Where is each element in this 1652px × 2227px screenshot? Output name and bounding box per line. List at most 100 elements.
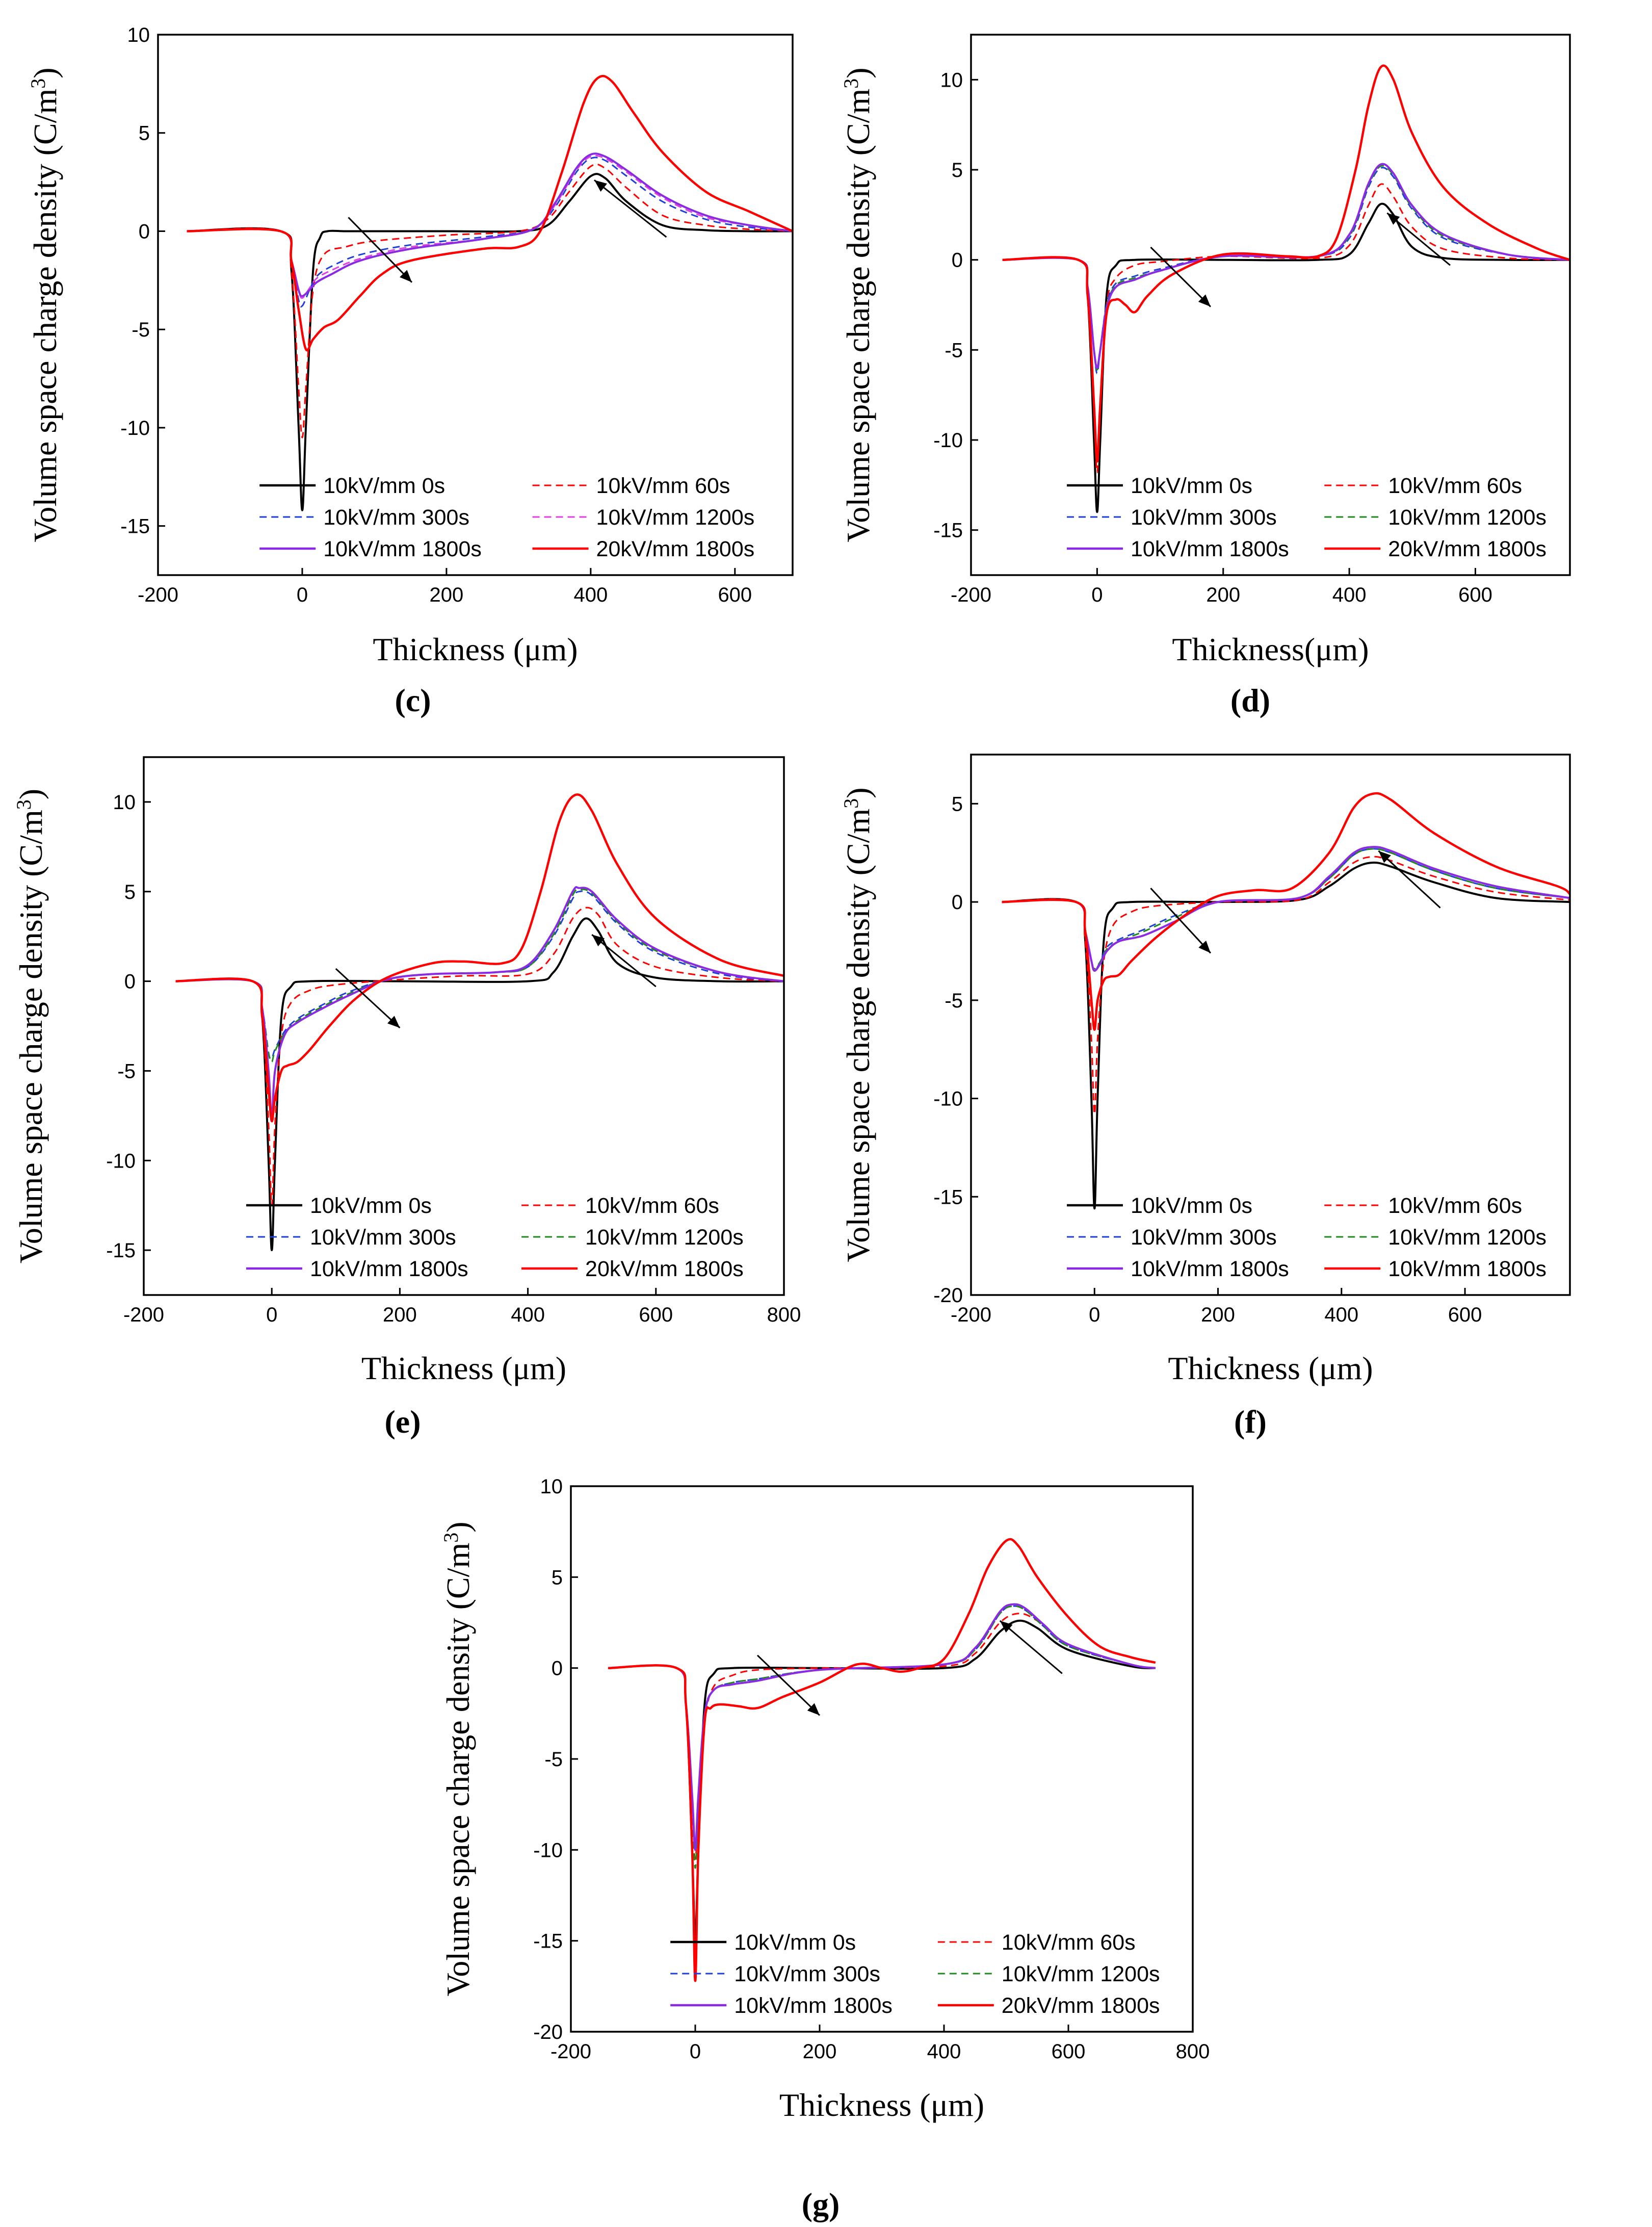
- series-group: [187, 74, 793, 511]
- series-line-5: [1002, 64, 1570, 463]
- series-group: [175, 793, 784, 1252]
- series-line-4: [175, 886, 784, 1121]
- x-tick-label: 200: [1206, 584, 1240, 606]
- legend-label: 10kV/mm 60s: [1388, 1194, 1522, 1218]
- series-line-4: [1002, 163, 1570, 369]
- y-tick-label: -20: [533, 2021, 563, 2043]
- trend-arrow-right: [594, 179, 667, 238]
- series-line-5: [1002, 792, 1570, 1031]
- y-tick-label: 0: [139, 220, 150, 243]
- y-tick-label: 5: [552, 1566, 563, 1589]
- y-tick-label: -20: [933, 1284, 963, 1307]
- series-line-2: [187, 157, 793, 308]
- x-tick-label: 600: [1052, 2040, 1086, 2063]
- series-line-0: [1002, 861, 1570, 1210]
- series-line-4: [187, 152, 793, 297]
- series-line-1: [187, 163, 793, 438]
- x-tick-label: 800: [1176, 2040, 1210, 2063]
- chart-panel-3: -200 0 200 400 600 -20 -15 -10 -5 0 5 Thickness (μm…: [840, 754, 1571, 1440]
- legend-label: 10kV/mm 1800s: [323, 537, 482, 561]
- x-tick-label: -200: [951, 584, 991, 606]
- y-tick-label: -5: [945, 990, 963, 1012]
- x-tick-label: 0: [1089, 1304, 1100, 1326]
- legend-label: 20kV/mm 1800s: [1388, 537, 1546, 561]
- x-tick-label: 0: [1091, 584, 1103, 606]
- x-tick-label: 600: [718, 584, 752, 606]
- series-group: [1002, 64, 1570, 513]
- series-group: [1002, 792, 1570, 1210]
- panel-label: (c): [395, 682, 431, 718]
- series-line-4: [608, 1603, 1156, 1851]
- y-tick-label: -10: [120, 417, 150, 439]
- legend-label: 10kV/mm 300s: [323, 505, 469, 530]
- x-tick-label: 0: [297, 584, 308, 606]
- legend-label: 20kV/mm 1800s: [585, 1257, 744, 1281]
- panel-label: (e): [384, 1404, 421, 1440]
- legend-label: 10kV/mm 0s: [1131, 474, 1252, 498]
- y-axis-title: Volume space charge density (C/m3): [840, 787, 876, 1262]
- series-line-1: [1002, 183, 1570, 474]
- x-tick-label: 400: [1332, 584, 1367, 606]
- y-tick-label: 5: [952, 793, 963, 815]
- y-axis-title: Volume space charge density (C/m3): [840, 67, 876, 542]
- y-tick-label: -10: [533, 1839, 563, 1861]
- legend-label: 10kV/mm 1200s: [1388, 1225, 1546, 1250]
- x-tick-label: 200: [1201, 1304, 1235, 1326]
- legend-label: 10kV/mm 60s: [585, 1194, 719, 1218]
- legend-label: 10kV/mm 1200s: [585, 1225, 744, 1250]
- series-line-4: [1002, 846, 1570, 972]
- trend-arrow-left-head: [807, 1703, 820, 1716]
- y-tick-label: 5: [139, 122, 150, 145]
- y-tick-label: -5: [132, 319, 150, 341]
- x-axis-title: Thickness (μm): [1168, 1350, 1373, 1386]
- trend-arrow-left: [756, 1654, 821, 1716]
- x-tick-label: -200: [550, 2040, 591, 2063]
- plot-frame: [157, 34, 794, 576]
- y-axis-title: Volume space charge density (C/m3): [439, 1521, 476, 1996]
- y-tick-label: 10: [540, 1475, 563, 1498]
- legend-label: 10kV/mm 300s: [1131, 505, 1277, 530]
- trend-arrow-left: [1150, 246, 1212, 307]
- y-axis-title: Volume space charge density (C/m3): [27, 67, 63, 542]
- x-tick-label: 200: [383, 1304, 417, 1326]
- trend-arrow-left: [348, 217, 413, 283]
- chart-panel-4: -200 0 200 400 600 800 -20 -15 -10 -5 0 5 10 Thicknes…: [439, 1475, 1210, 2222]
- trend-arrow-right-head: [1387, 213, 1400, 225]
- trend-arrow-left-head: [1198, 940, 1211, 953]
- y-tick-label: 10: [940, 69, 963, 91]
- y-tick-label: 10: [113, 791, 136, 814]
- y-tick-label: 10: [127, 24, 150, 46]
- trend-arrow-right-head: [1378, 850, 1391, 863]
- y-tick-label: -10: [933, 1088, 963, 1110]
- y-tick-label: 5: [952, 159, 963, 182]
- series-line-5: [608, 1538, 1156, 1982]
- legend-label: 10kV/mm 1800s: [1131, 537, 1289, 561]
- x-tick-label: 0: [266, 1304, 277, 1326]
- panel-label: (d): [1230, 682, 1270, 718]
- plot-frame: [970, 34, 1571, 576]
- x-tick-label: 600: [1448, 1304, 1482, 1326]
- chart-panel-0: -200 0 200 400 600 -15 -10 -5 0 5 10 Thickness (μm)…: [27, 24, 794, 718]
- x-axis-title: Thickness (μm): [373, 631, 578, 667]
- legend-label: 10kV/mm 0s: [734, 1930, 856, 1955]
- legend-label: 10kV/mm 1800s: [310, 1257, 468, 1281]
- legend-label: 10kV/mm 1200s: [1002, 1962, 1160, 1986]
- plot-frame: [143, 756, 785, 1296]
- x-tick-label: 400: [573, 584, 608, 606]
- series-line-0: [175, 917, 784, 1252]
- y-tick-label: -10: [933, 429, 963, 452]
- y-tick-label: -15: [106, 1239, 136, 1262]
- y-tick-label: -15: [120, 515, 150, 538]
- chart-panel-2: -200 0 200 400 600 800 -15 -10 -5 0 5 10 Thickness (…: [12, 756, 801, 1440]
- y-tick-label: -5: [117, 1060, 136, 1082]
- trend-arrow-left: [335, 968, 401, 1029]
- x-tick-label: -200: [123, 1304, 164, 1326]
- x-axis-title: Thickness (μm): [779, 2087, 984, 2123]
- x-tick-label: -200: [138, 584, 178, 606]
- y-tick-label: -5: [544, 1748, 563, 1771]
- x-tick-label: 600: [1458, 584, 1492, 606]
- series-line-1: [1002, 856, 1570, 1115]
- series-line-3: [187, 154, 793, 299]
- x-tick-label: 0: [690, 2040, 701, 2063]
